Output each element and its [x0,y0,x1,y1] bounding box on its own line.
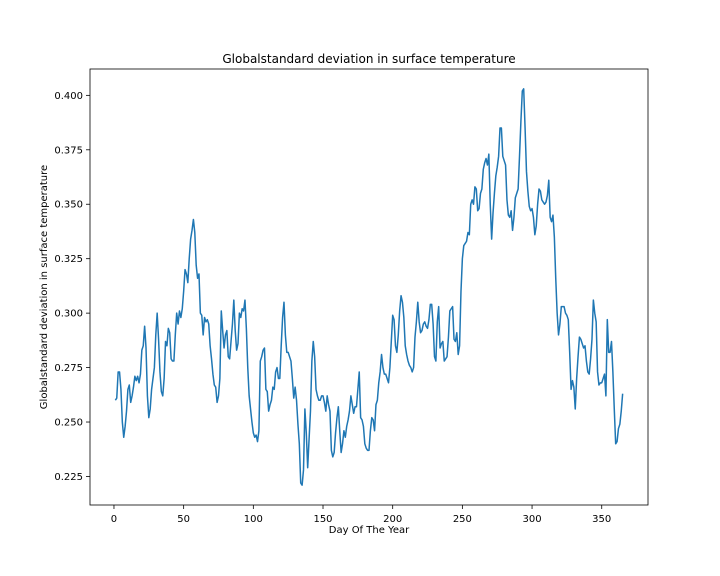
y-axis-label: Globalstandard deviation in surface temp… [39,165,50,409]
y-tick-label: 0.350 [54,200,83,211]
x-axis-label: Day Of The Year [329,525,410,536]
y-tick-label: 0.300 [54,309,83,320]
x-tick-label: 200 [383,514,402,525]
y-tick-label: 0.225 [54,472,83,483]
y-tick-label: 0.325 [54,254,83,265]
chart-title: Globalstandard deviation in surface temp… [222,52,515,66]
x-tick-label: 150 [313,514,332,525]
x-tick-label: 0 [111,514,117,525]
x-tick-label: 250 [453,514,472,525]
x-tick-label: 300 [523,514,542,525]
data-line [114,88,624,486]
x-tick-label: 100 [244,514,263,525]
x-tick-label: 50 [177,514,190,525]
y-tick-label: 0.250 [54,418,83,429]
x-tick-label: 350 [592,514,611,525]
axes-frame [89,68,649,506]
y-tick-label: 0.375 [54,145,83,156]
y-tick-label: 0.275 [54,363,83,374]
y-tick-label: 0.400 [54,91,83,102]
